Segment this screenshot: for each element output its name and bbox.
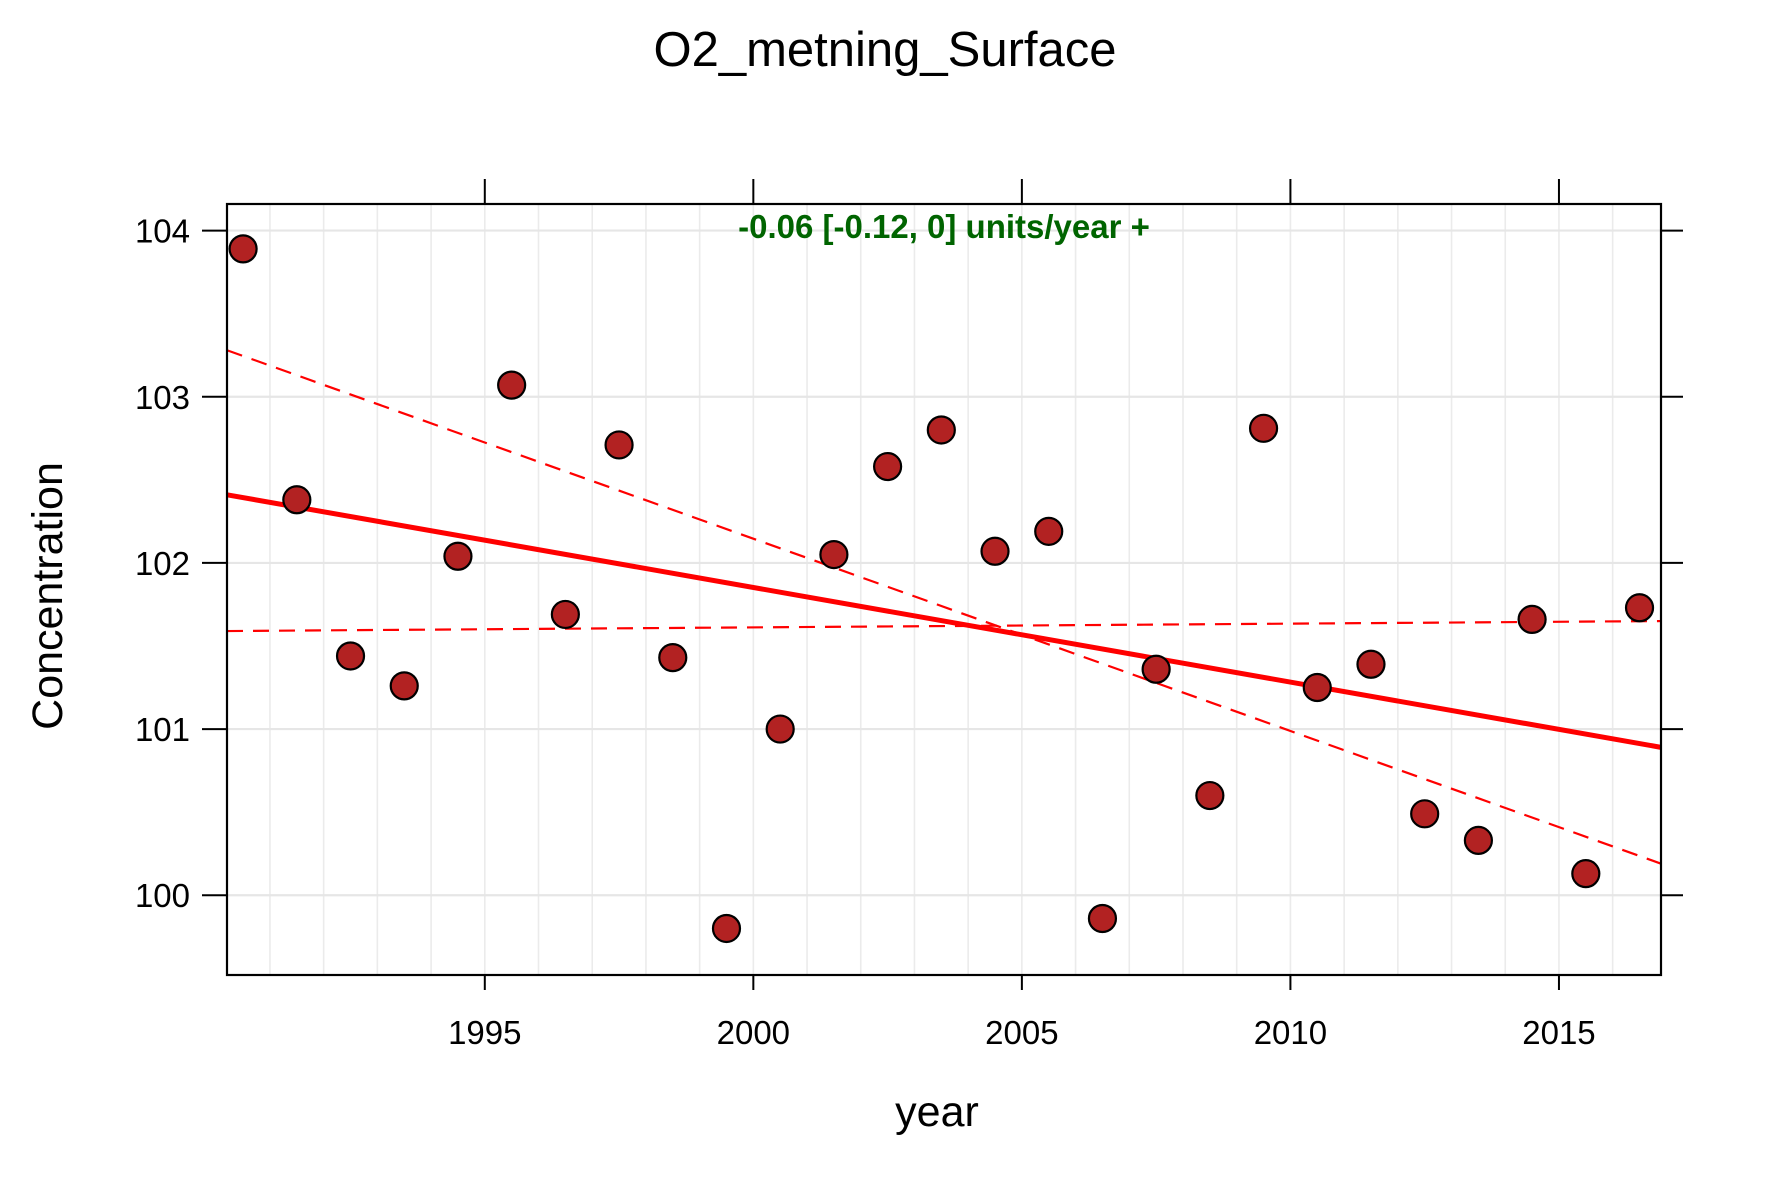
y-axis: 100 101 102 103 104: [135, 213, 1683, 914]
data-point: [1571, 859, 1601, 889]
data-point: [765, 714, 795, 744]
data-point: [282, 485, 312, 515]
data-point: [926, 415, 956, 445]
x-axis: 1995 2000 2005 2010 2015: [448, 179, 1596, 1051]
data-point: [1356, 649, 1386, 679]
grid: [227, 204, 1661, 975]
data-point: [228, 234, 258, 264]
y-tick-label: 102: [135, 545, 190, 582]
y-tick-label: 103: [135, 379, 190, 416]
data-point: [1087, 903, 1118, 934]
data-point: [443, 541, 473, 571]
data-point: [1302, 672, 1332, 703]
data-point: [1195, 780, 1225, 811]
data-point: [1248, 413, 1279, 443]
data-point: [819, 540, 849, 570]
data-point: [1463, 825, 1493, 856]
y-tick-label: 100: [135, 877, 190, 914]
trend-line: [226, 492, 1662, 750]
trend-annotation: -0.06 [-0.12, 0] units/year +: [738, 208, 1150, 245]
x-tick-label: 2005: [985, 1014, 1058, 1051]
data-point: [711, 913, 742, 944]
lower-line: [226, 619, 1662, 633]
data-point: [1410, 799, 1440, 829]
data-point: [1034, 516, 1064, 546]
data-point: [604, 430, 634, 460]
x-tick-label: 2000: [717, 1014, 790, 1051]
y-axis-label: Concentration: [24, 462, 72, 730]
x-tick-label: 1995: [448, 1014, 521, 1051]
data-point: [1517, 604, 1547, 635]
data-point: [1624, 593, 1655, 623]
x-tick-label: 2010: [1254, 1014, 1327, 1051]
data-point: [1141, 654, 1171, 684]
y-tick-label: 104: [135, 213, 190, 250]
x-tick-label: 2015: [1522, 1014, 1595, 1051]
chart-title: O2_metning_Surface: [653, 23, 1116, 77]
data-point: [335, 641, 366, 671]
plot-frame: [225, 202, 1663, 977]
data-point: [389, 671, 419, 701]
trend-lines: [226, 349, 1662, 865]
upper-line: [226, 349, 1662, 865]
y-tick-label: 101: [135, 711, 190, 748]
data-points: [228, 234, 1655, 944]
data-point: [550, 599, 580, 630]
data-point: [658, 643, 688, 673]
x-axis-label: year: [895, 1088, 979, 1136]
data-point: [497, 370, 527, 400]
data-point: [980, 536, 1010, 566]
data-point: [873, 451, 903, 482]
